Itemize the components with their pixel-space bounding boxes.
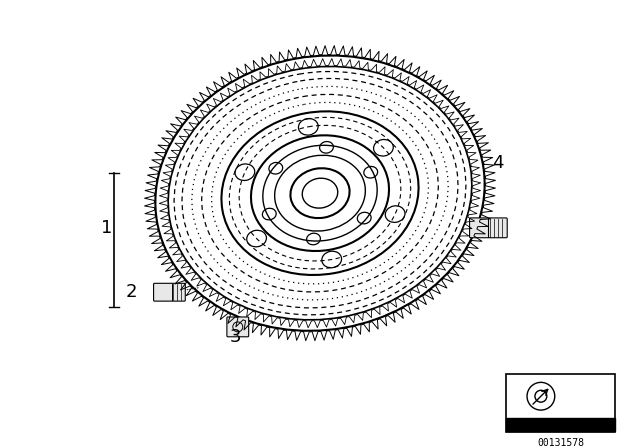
Text: 4: 4 (493, 155, 504, 172)
Bar (506, 375, 615, 432)
FancyBboxPatch shape (227, 317, 249, 337)
Text: 1: 1 (101, 219, 113, 237)
Text: 00131578: 00131578 (537, 438, 584, 448)
Text: 3: 3 (230, 328, 241, 346)
FancyBboxPatch shape (154, 283, 186, 301)
Text: 2: 2 (126, 283, 138, 301)
Polygon shape (506, 418, 615, 431)
FancyBboxPatch shape (470, 218, 508, 238)
